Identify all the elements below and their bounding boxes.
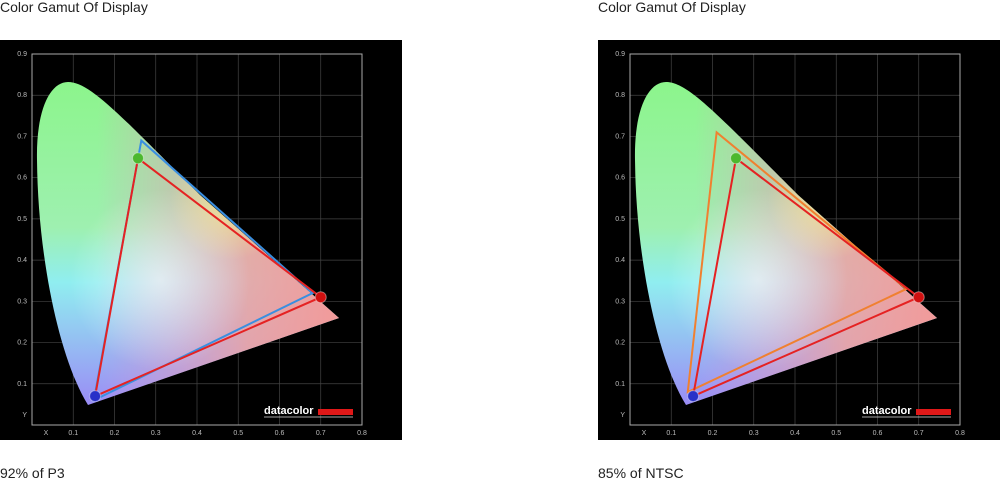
x-tick-label: 0.6 xyxy=(873,430,883,437)
y-tick-label: 0.9 xyxy=(615,51,625,58)
spectral-locus xyxy=(634,82,937,405)
chart: Color Gamut Of Display 85% of NTSC 0.1 0.2 0… xyxy=(598,0,1000,480)
y-axis-label: Y xyxy=(22,412,27,419)
logo: datacolor xyxy=(862,405,912,417)
x-tick-label: 0.1 xyxy=(666,430,676,437)
y-tick-label: 0.8 xyxy=(615,92,625,99)
x-axis-label: X xyxy=(642,430,647,437)
caption: 85% of NTSC xyxy=(598,465,684,480)
x-tick-label: 0.6 xyxy=(275,430,285,437)
y-tick-label: 0.5 xyxy=(615,216,625,223)
y-axis-label: Y xyxy=(620,412,625,419)
chart-title: Color Gamut Of Display xyxy=(0,0,148,15)
x-axis-label: X xyxy=(44,430,49,437)
gamut-triangle xyxy=(686,130,909,394)
y-tick-label: 0.4 xyxy=(17,257,27,264)
x-tick-label: 0.4 xyxy=(790,430,800,437)
y-tick-label: 0.9 xyxy=(17,51,27,58)
y-tick-label: 0.3 xyxy=(17,298,27,305)
y-tick-label: 0.8 xyxy=(17,92,27,99)
logo-bar xyxy=(318,409,353,415)
plot-frame xyxy=(629,53,961,426)
primary-marker xyxy=(687,390,700,403)
x-tick-label: 0.2 xyxy=(708,430,718,437)
x-tick-label: 0.8 xyxy=(357,430,367,437)
caption: 92% of P3 xyxy=(0,465,65,480)
y-tick-label: 0.5 xyxy=(17,216,27,223)
y-tick-label: 0.2 xyxy=(615,340,625,347)
logo: datacolor xyxy=(264,405,314,417)
spectral-locus xyxy=(36,82,339,405)
gamut-triangle xyxy=(93,156,323,398)
chart: Color Gamut Of Display 92% of P3 0.1 0.2 0.3… xyxy=(0,0,402,480)
logo-bar xyxy=(916,409,951,415)
x-tick-label: 0.7 xyxy=(316,430,326,437)
x-tick-label: 0.7 xyxy=(914,430,924,437)
x-tick-label: 0.2 xyxy=(110,430,120,437)
y-tick-label: 0.2 xyxy=(17,340,27,347)
primary-marker xyxy=(132,152,145,165)
y-tick-label: 0.1 xyxy=(17,381,27,388)
x-tick-label: 0.4 xyxy=(192,430,202,437)
x-tick-label: 0.5 xyxy=(831,430,841,437)
x-tick-label: 0.1 xyxy=(68,430,78,437)
primary-marker xyxy=(314,291,327,304)
x-tick-label: 0.8 xyxy=(955,430,965,437)
y-tick-label: 0.6 xyxy=(17,175,27,182)
y-tick-label: 0.4 xyxy=(615,257,625,264)
y-tick-label: 0.7 xyxy=(615,133,625,140)
plot-frame xyxy=(31,53,363,426)
x-tick-label: 0.5 xyxy=(233,430,243,437)
chart-title: Color Gamut Of Display xyxy=(598,0,746,15)
x-tick-label: 0.3 xyxy=(749,430,759,437)
y-tick-label: 0.1 xyxy=(615,381,625,388)
gamut-triangle xyxy=(691,156,921,398)
x-tick-label: 0.3 xyxy=(151,430,161,437)
y-tick-label: 0.7 xyxy=(17,133,27,140)
primary-marker xyxy=(89,390,102,403)
primary-marker xyxy=(912,291,925,304)
y-tick-label: 0.6 xyxy=(615,175,625,182)
y-tick-label: 0.3 xyxy=(615,298,625,305)
primary-marker xyxy=(730,152,743,165)
